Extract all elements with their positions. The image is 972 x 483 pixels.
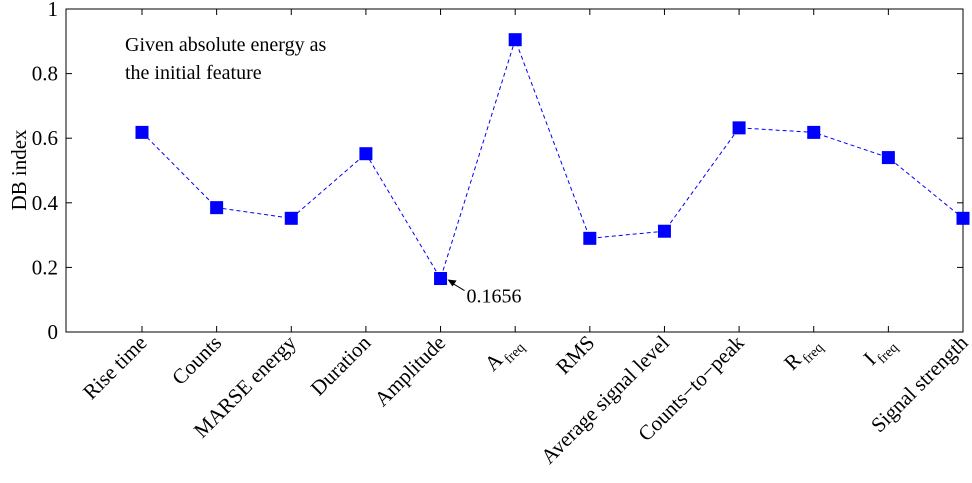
data-point-marker [881,151,895,165]
annotation-arrow-head [447,279,457,287]
x-tick-label-subscript: freq [502,340,529,367]
x-tick-label-main: RMS [551,331,599,379]
y-tick-label: 0.2 [32,255,58,279]
x-tick-label: Signal strength [866,330,972,437]
x-tick-label-main: Amplitude [370,331,450,411]
y-tick-label: 0 [48,320,59,344]
y-tick-label: 0.8 [32,62,58,86]
x-tick-label-main: R [779,348,806,375]
data-point-marker [657,224,671,238]
x-tick-label: Rise time [78,331,151,404]
x-tick-label: RMS [551,331,599,379]
y-axis-label: DB index [7,129,31,211]
annotation-min-value: 0.1656 [467,286,522,308]
y-tick-label: 1 [48,0,59,21]
x-tick-label: Average signal level [536,330,674,468]
series-db-index [135,33,970,286]
x-tick-label-main: Duration [306,330,376,400]
data-point-marker [284,211,298,225]
data-point-marker [956,211,970,225]
x-tick-label-subscript: freq [800,340,827,367]
x-tick-label: Ifreq [859,331,902,374]
data-point-marker [135,125,149,139]
x-tick-label: Afreq [480,331,529,380]
y-axis: 0 0.2 0.4 0.6 0.8 1 [32,0,963,344]
annotation-line-2: the initial feature [125,62,262,84]
y-tick-label: 0.6 [32,126,58,150]
x-tick-label: Rfreq [779,331,827,379]
y-tick-label: 0.4 [32,191,59,215]
data-point-marker [732,121,746,135]
data-point-marker [210,201,224,215]
data-point-marker [807,125,821,139]
data-point-marker [434,272,448,286]
x-tick-label-main: Average signal level [536,330,674,468]
series-line [141,38,964,280]
x-tick-label-main: A [480,347,508,375]
x-tick-label: Amplitude [370,331,450,411]
annotation-line-1: Given absolute energy as [125,34,326,56]
x-tick-label-main: Counts [167,331,226,390]
min-value-annotation: 0.1656 [447,279,522,308]
data-point-marker [508,33,522,47]
plot-area [65,8,964,333]
x-tick-label: Counts [167,331,226,390]
x-tick-label-main: Rise time [78,331,151,404]
data-point-marker [359,147,373,161]
x-tick-label: Duration [306,330,376,400]
x-tick-label-subscript: freq [875,340,902,367]
x-tick-label-main: Signal strength [866,330,972,437]
data-point-marker [583,231,597,245]
